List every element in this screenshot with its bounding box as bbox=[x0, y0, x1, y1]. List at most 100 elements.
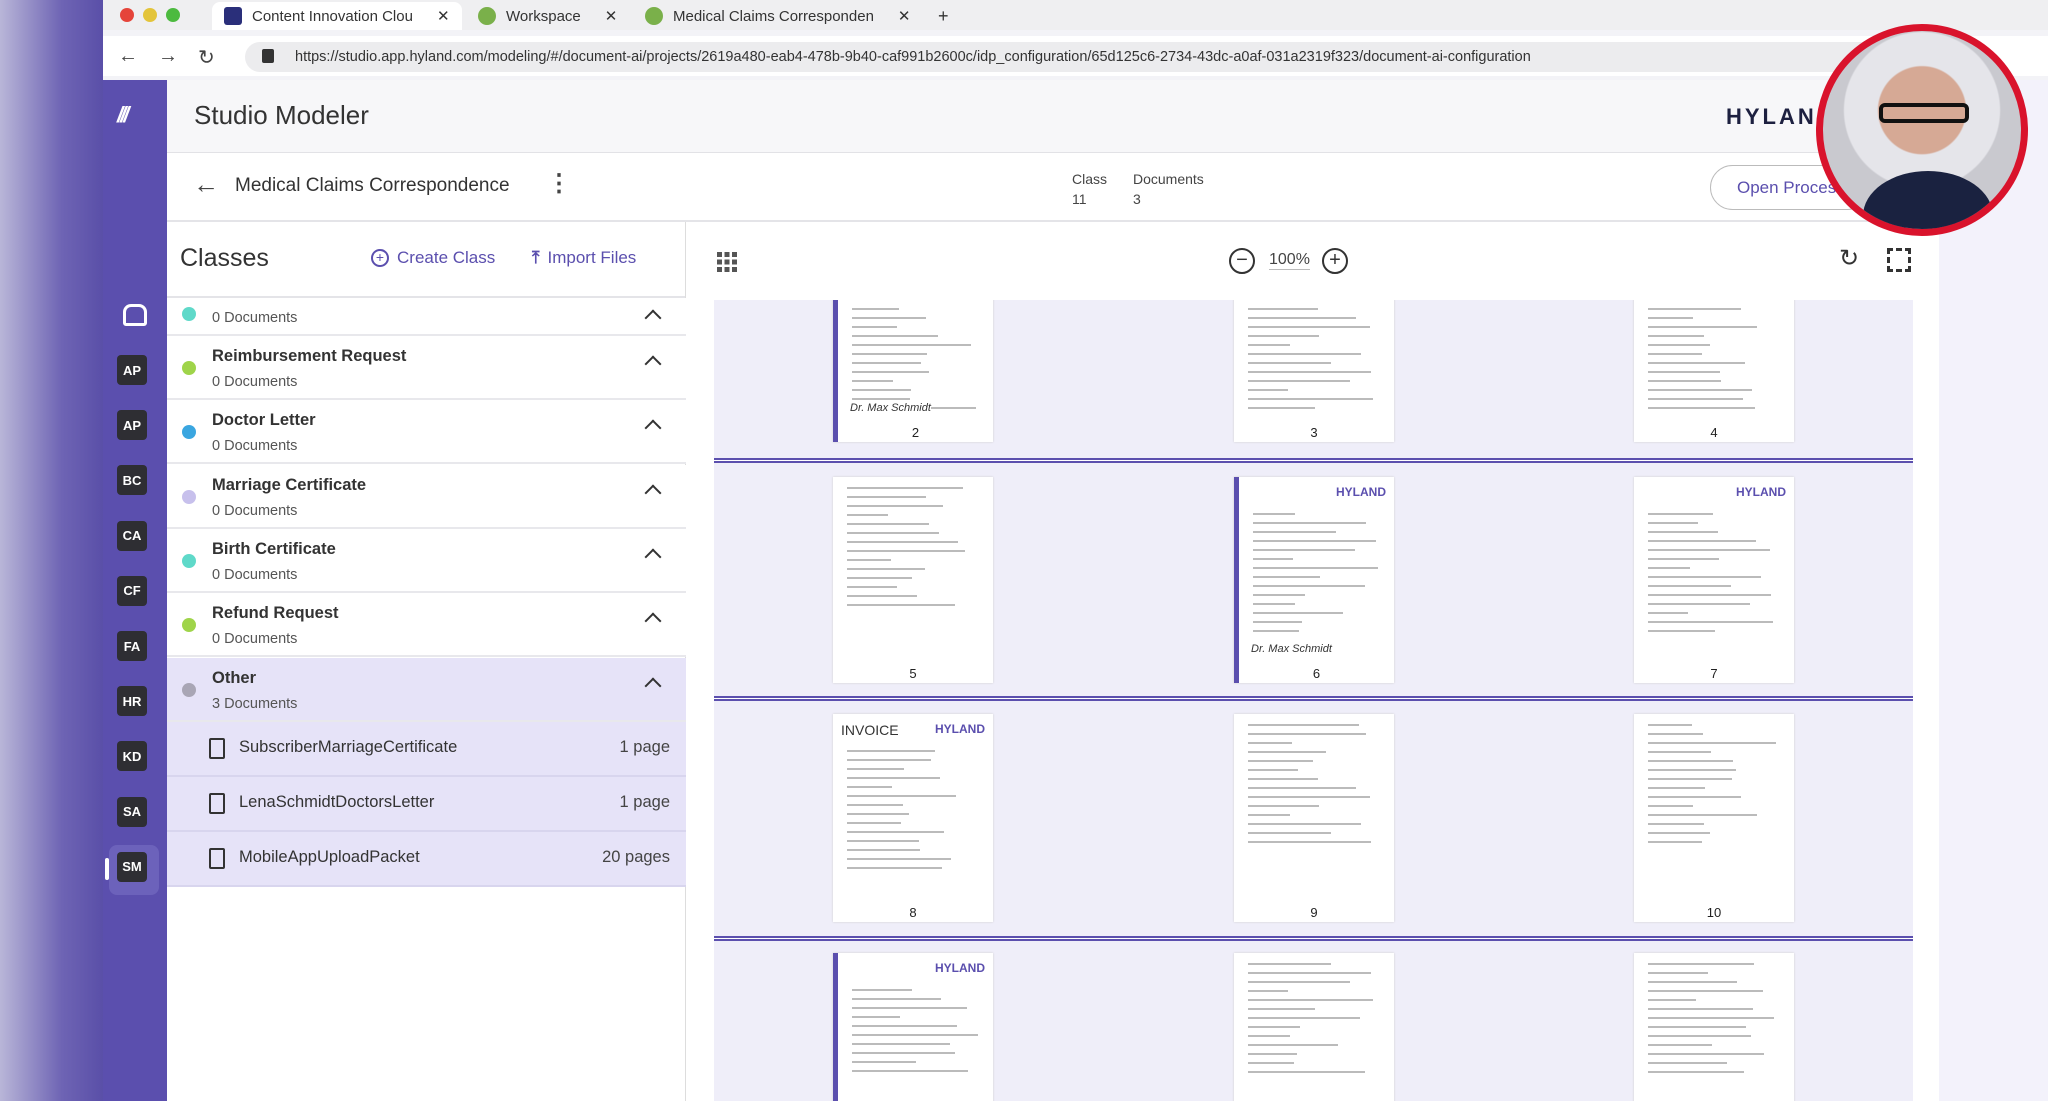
text-line bbox=[1248, 353, 1361, 355]
text-line bbox=[852, 389, 911, 391]
browser-tab[interactable]: Content Innovation Clou ✕ bbox=[212, 2, 462, 30]
rail-item-hr[interactable]: HR bbox=[117, 686, 147, 717]
text-line bbox=[1648, 344, 1710, 346]
chevron-up-icon[interactable] bbox=[644, 612, 662, 630]
text-line bbox=[852, 998, 941, 1000]
text-line bbox=[1253, 540, 1376, 542]
classes-panel: Classes + Create Class ⤒ Import Files Medi… bbox=[167, 222, 686, 1101]
chevron-up-icon[interactable] bbox=[644, 355, 662, 373]
text-line bbox=[852, 317, 926, 319]
text-line bbox=[1648, 612, 1688, 614]
close-tab-icon[interactable]: ✕ bbox=[897, 8, 911, 25]
text-line bbox=[847, 559, 891, 561]
app-logo-icon[interactable]: /// bbox=[117, 102, 129, 127]
chevron-up-icon[interactable] bbox=[644, 309, 662, 327]
page-thumbnail[interactable]: HYLAND bbox=[833, 953, 993, 1101]
page-thumbnail[interactable] bbox=[1634, 953, 1794, 1101]
forward-icon[interactable]: → bbox=[158, 45, 178, 67]
text-line bbox=[1648, 1071, 1744, 1073]
class-name: Marriage Certificate bbox=[212, 475, 367, 494]
rail-item-sa[interactable]: SA bbox=[117, 796, 147, 827]
rail-item-ca[interactable]: CA bbox=[117, 520, 147, 551]
maximize-window-button[interactable] bbox=[166, 8, 180, 22]
text-line bbox=[1253, 522, 1366, 524]
close-window-button[interactable] bbox=[120, 8, 134, 22]
chevron-up-icon[interactable] bbox=[644, 419, 662, 437]
rail-item-cf[interactable]: CF bbox=[117, 575, 147, 606]
document-name: SubscriberMarriageCertificate bbox=[239, 738, 458, 756]
create-class-button[interactable]: + Create Class bbox=[371, 248, 495, 268]
browser-tab[interactable]: Medical Claims Corresponden ✕ bbox=[645, 2, 911, 30]
rail-item-ap[interactable]: AP bbox=[117, 410, 147, 441]
document-item[interactable]: LenaSchmidtDoctorsLetter 1 page bbox=[167, 777, 686, 832]
home-icon[interactable] bbox=[123, 304, 147, 326]
document-viewer: − 100% + ↻ Dr. Max Schmidt 2 3 4 5 HYLAND Dr. … bbox=[686, 222, 1939, 1101]
class-row[interactable]: Doctor Letter 0 Documents bbox=[167, 400, 686, 465]
page-thumbnail[interactable] bbox=[1234, 953, 1394, 1101]
page-thumbnail[interactable]: HYLAND Dr. Max Schmidt 6 bbox=[1234, 477, 1394, 683]
rail-item-kd[interactable]: KD bbox=[117, 741, 147, 772]
url-input[interactable]: https://studio.app.hyland.com/modeling/#… bbox=[245, 42, 1875, 72]
text-line bbox=[1648, 972, 1708, 974]
background-area bbox=[1939, 80, 2048, 1101]
document-item[interactable]: MobileAppUploadPacket 20 pages bbox=[167, 832, 686, 887]
page-thumbnail[interactable]: 4 bbox=[1634, 300, 1794, 442]
text-line bbox=[1253, 567, 1378, 569]
zoom-out-icon[interactable]: − bbox=[1229, 248, 1255, 274]
new-tab-button[interactable]: + bbox=[938, 5, 949, 26]
class-row[interactable]: Refund Request 0 Documents bbox=[167, 593, 686, 658]
back-icon[interactable]: ← bbox=[118, 45, 138, 67]
zoom-in-icon[interactable]: + bbox=[1322, 248, 1348, 274]
reload-icon[interactable]: ↻ bbox=[198, 47, 215, 69]
text-line bbox=[847, 795, 956, 797]
rail-item-bc[interactable]: BC bbox=[117, 465, 147, 496]
class-row[interactable]: Other 3 Documents bbox=[167, 657, 686, 722]
stat-value: 11 bbox=[1072, 191, 1087, 207]
page-thumbnail[interactable]: 3 bbox=[1234, 300, 1394, 442]
window-controls bbox=[120, 8, 180, 22]
page-thumbnail[interactable]: HYLAND 7 bbox=[1634, 477, 1794, 683]
fullscreen-icon[interactable] bbox=[1887, 248, 1911, 272]
rail-item-fa[interactable]: FA bbox=[117, 631, 147, 661]
chevron-up-icon[interactable] bbox=[644, 484, 662, 502]
more-options-icon[interactable]: ⋮ bbox=[547, 170, 571, 197]
chevron-up-icon[interactable] bbox=[644, 677, 662, 694]
import-files-button[interactable]: ⤒ Import Files bbox=[532, 248, 636, 268]
text-line bbox=[1248, 308, 1318, 310]
text-line bbox=[852, 371, 929, 373]
grid-view-icon[interactable] bbox=[717, 252, 737, 272]
text-line bbox=[1648, 630, 1715, 632]
text-line bbox=[1248, 990, 1288, 992]
page-thumbnail[interactable]: Dr. Max Schmidt 2 bbox=[833, 300, 993, 442]
close-tab-icon[interactable]: ✕ bbox=[436, 8, 450, 25]
class-row[interactable]: Marriage Certificate 0 Documents bbox=[167, 464, 686, 529]
text-line bbox=[1248, 832, 1331, 834]
class-row[interactable]: Birth Certificate 0 Documents bbox=[167, 528, 686, 593]
browser-tab[interactable]: Workspace ✕ bbox=[478, 2, 617, 30]
back-arrow-icon[interactable]: ← bbox=[193, 169, 219, 199]
text-line bbox=[1648, 787, 1705, 789]
chevron-up-icon[interactable] bbox=[644, 548, 662, 566]
viewer-toolbar: − 100% + ↻ bbox=[686, 222, 1939, 298]
stat-label: Documents bbox=[1133, 171, 1204, 187]
page-thumbnail[interactable]: 10 bbox=[1634, 714, 1794, 922]
upload-icon: ⤒ bbox=[532, 248, 540, 267]
page-thumbnail[interactable]: 5 bbox=[833, 477, 993, 683]
text-line bbox=[852, 1043, 950, 1045]
page-thumbnail[interactable]: 9 bbox=[1234, 714, 1394, 922]
rotate-icon[interactable]: ↻ bbox=[1839, 245, 1860, 272]
class-row[interactable]: Medical Document 0 Documents bbox=[167, 298, 686, 336]
close-tab-icon[interactable]: ✕ bbox=[604, 8, 618, 25]
project-bar: ← Medical Claims Correspondence ⋮ Class 1… bbox=[167, 153, 1939, 222]
rail-item-sm[interactable]: SM bbox=[117, 851, 147, 882]
zoom-level[interactable]: 100% bbox=[1269, 251, 1310, 270]
minimize-window-button[interactable] bbox=[143, 8, 157, 22]
page-thumbnail[interactable]: HYLAND INVOICE 8 bbox=[833, 714, 993, 922]
text-line bbox=[1248, 335, 1319, 337]
text-line bbox=[1253, 531, 1336, 533]
document-item[interactable]: SubscriberMarriageCertificate 1 page bbox=[167, 722, 686, 777]
text-line bbox=[852, 398, 910, 400]
hyland-hospital-logo: HYLAND bbox=[935, 722, 985, 736]
class-row[interactable]: Reimbursement Request 0 Documents bbox=[167, 336, 686, 400]
rail-item-ap[interactable]: AP bbox=[117, 355, 147, 385]
